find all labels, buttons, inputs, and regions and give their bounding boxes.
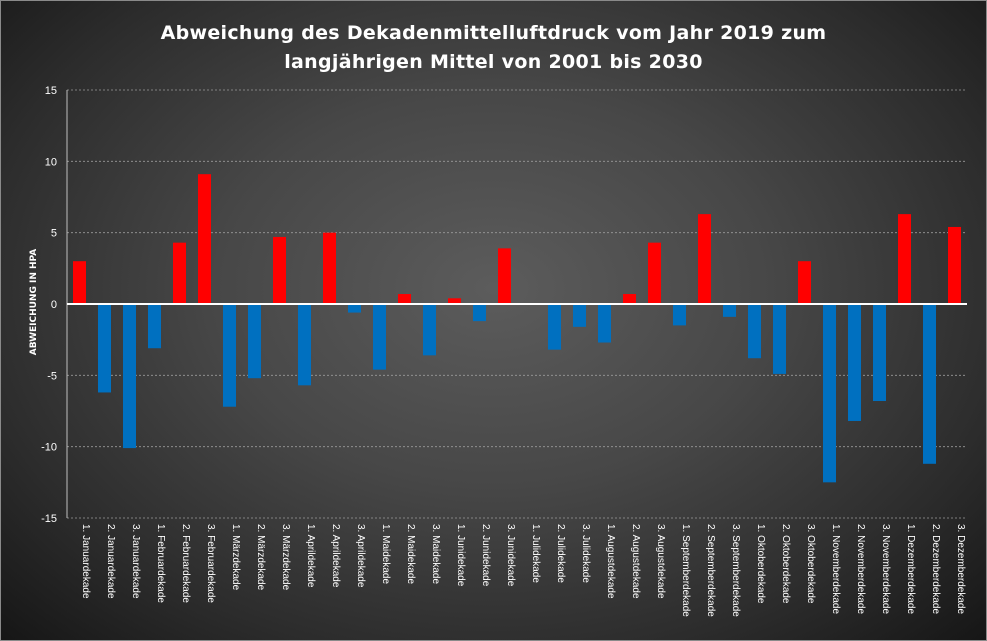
x-tick-label: 3. Februardekade	[205, 524, 216, 603]
x-tick-label: 1. Märzdekade	[230, 524, 241, 591]
x-tick-label: 3. Januardekade	[130, 524, 141, 599]
bar	[398, 294, 411, 304]
bar	[123, 304, 136, 449]
bar	[248, 304, 261, 379]
bar	[448, 298, 461, 304]
x-tick-label: 2. Dezemberdekade	[930, 524, 941, 614]
y-tick-label: -15	[41, 513, 57, 525]
y-tick-label: 10	[45, 156, 57, 168]
bar	[748, 304, 761, 359]
bar	[298, 304, 311, 386]
bar	[573, 304, 586, 327]
x-tick-label: 1. Januardekade	[80, 524, 91, 599]
x-tick-label: 1. Aprildekade	[305, 524, 316, 588]
y-tick-label: -10	[41, 442, 57, 454]
bar	[898, 214, 911, 304]
y-tick-label: 5	[51, 228, 57, 240]
x-tick-label: 1. Novemberdekade	[830, 524, 841, 614]
axes	[66, 90, 967, 518]
gridlines	[67, 89, 967, 519]
x-tick-label: 1. Dezemberdekade	[905, 524, 916, 614]
x-tick-label: 2. Augustdekade	[630, 524, 641, 599]
x-tick-label: 3. Julidekade	[580, 524, 591, 583]
x-tick-label: 3. Dezemberdekade	[955, 524, 966, 614]
y-tick-label: 0	[51, 299, 57, 311]
x-tick-label: 3. Septemberdekade	[730, 524, 741, 617]
x-tick-label: 3. Novemberdekade	[880, 524, 891, 614]
x-tick-label: 3. Aprildekade	[355, 524, 366, 588]
bar	[773, 304, 786, 374]
x-tick-label: 2. Julidekade	[555, 524, 566, 583]
y-tick-label: -5	[47, 370, 57, 382]
x-tick-label: 1. Julidekade	[530, 524, 541, 583]
x-tick-label: 1. Augustdekade	[605, 524, 616, 599]
tick-labels: 15 10 5 0 -5 -10 -15 1. Januardekade 2. Januarde…	[41, 85, 966, 617]
x-tick-label: 2. Oktoberdekade	[780, 524, 791, 604]
x-tick-label: 1. Februardekade	[155, 524, 166, 603]
x-tick-label: 1. Oktoberdekade	[755, 524, 766, 604]
bar	[673, 304, 686, 326]
bar	[873, 304, 886, 402]
bars	[73, 174, 961, 483]
bar	[648, 242, 661, 304]
chart-title-line-1: Abweichung des Dekadenmittelluftdruck vo…	[160, 22, 827, 44]
chart-title: Abweichung des Dekadenmittelluftdruck vo…	[1, 19, 986, 77]
x-tick-label: 2. Junidekade	[480, 524, 491, 587]
y-axis-title: ABWEICHUNG IN HPA	[29, 249, 39, 356]
x-tick-label: 1. Junidekade	[455, 524, 466, 587]
bar	[848, 304, 861, 421]
x-tick-label: 2. Aprildekade	[330, 524, 341, 588]
bar	[73, 261, 86, 304]
x-tick-label: 2. Maidekade	[405, 524, 416, 584]
bar	[173, 242, 186, 304]
chart-title-line-2: langjährigen Mittel von 2001 bis 2030	[284, 51, 703, 73]
bar	[823, 304, 836, 483]
x-tick-label: 2. Märzdekade	[255, 524, 266, 591]
x-tick-label: 3. Augustdekade	[655, 524, 666, 599]
bar	[948, 226, 961, 304]
x-tick-label: 2. Januardekade	[105, 524, 116, 599]
x-tick-label: 1. Maidekade	[380, 524, 391, 584]
bar	[473, 304, 486, 322]
bar	[798, 261, 811, 304]
bar	[548, 304, 561, 350]
bar	[198, 174, 211, 304]
y-tick-label: 15	[45, 85, 57, 97]
bar	[923, 304, 936, 464]
bar	[148, 304, 161, 349]
x-tick-label: 3. Märzdekade	[280, 524, 291, 591]
bar	[98, 304, 111, 393]
bar	[598, 304, 611, 343]
x-tick-label: 2. Februardekade	[180, 524, 191, 603]
x-tick-label: 3. Junidekade	[505, 524, 516, 587]
bar	[223, 304, 236, 407]
x-tick-label: 2. Novemberdekade	[855, 524, 866, 614]
x-tick-label: 3. Maidekade	[430, 524, 441, 584]
bar	[723, 304, 736, 317]
bar	[273, 236, 286, 304]
bar	[623, 294, 636, 304]
x-tick-label: 1. Septemberdekade	[680, 524, 691, 617]
x-tick-label: 3. Oktoberdekade	[805, 524, 816, 604]
bar	[373, 304, 386, 370]
bar	[498, 248, 511, 304]
bar	[323, 232, 336, 304]
bar	[348, 304, 361, 313]
bar	[423, 304, 436, 356]
bar	[698, 214, 711, 304]
x-tick-label: 2. Septemberdekade	[705, 524, 716, 617]
